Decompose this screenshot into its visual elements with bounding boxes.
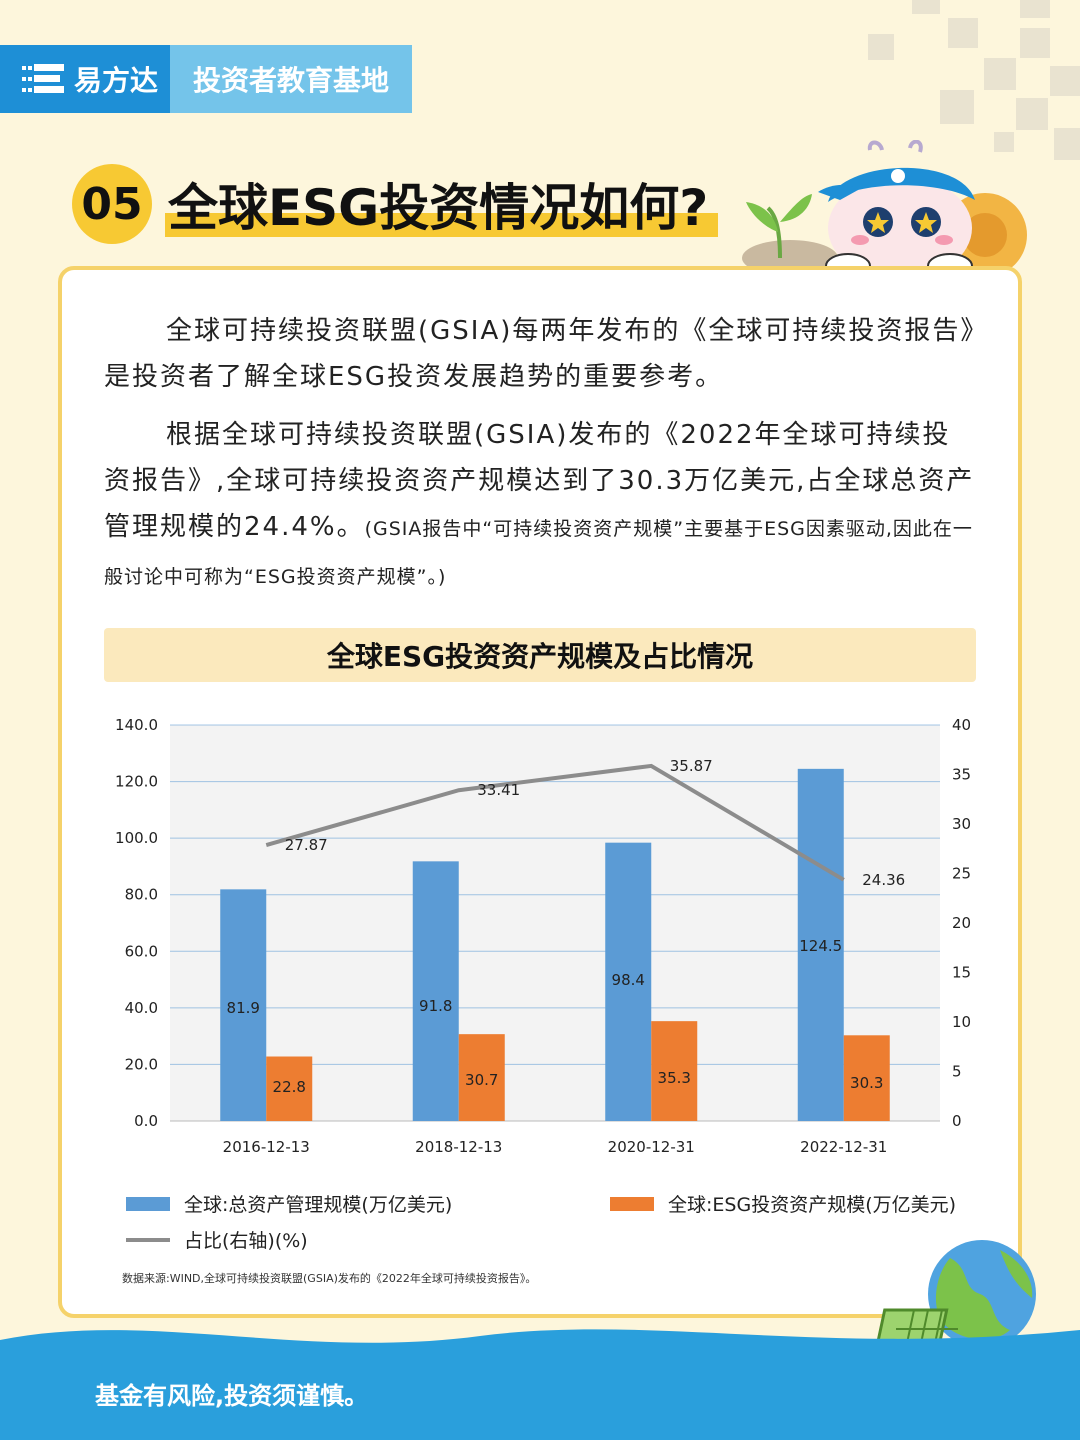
y-left-tick-label: 20.0 — [125, 1055, 158, 1073]
bar-esg — [651, 1021, 698, 1121]
bar-esg — [266, 1056, 313, 1121]
bar-esg-value-label: 35.3 — [658, 1069, 691, 1087]
bar-esg-value-label: 22.8 — [273, 1078, 306, 1096]
bar-esg-value-label: 30.7 — [465, 1071, 498, 1089]
bar-total — [220, 889, 267, 1121]
intro-paragraph: 全球可持续投资联盟(GSIA)每两年发布的《全球可持续投资报告》是投资者了解全球… — [104, 316, 976, 392]
legend-label-esg: 全球:ESG投资资产规模(万亿美元) — [668, 1194, 957, 1216]
y-left-tick-label: 0.0 — [134, 1112, 158, 1130]
globe-solar-illustration — [874, 1240, 1036, 1364]
question-number: 05 — [72, 164, 152, 244]
bar-total — [797, 768, 844, 1121]
legend-label-ratio: 占比(右轴)(%) — [184, 1230, 308, 1252]
legend-item-total: 全球:总资产管理规模(万亿美元) — [126, 1190, 452, 1217]
bar-total-value-label: 81.9 — [227, 999, 260, 1017]
page-title: 全球ESG投资情况如何? — [168, 179, 709, 237]
data-paragraph: 根据全球可持续投资联盟(GSIA)发布的《2022年全球可持续投资报告》,全球可… — [104, 412, 978, 600]
bar-total — [412, 861, 459, 1121]
ratio-point-label: 35.87 — [670, 757, 713, 775]
y-right-tick-label: 35 — [952, 766, 971, 784]
y-left-tick-label: 120.0 — [115, 773, 158, 791]
x-tick-label: 2018-12-13 — [415, 1138, 502, 1156]
x-tick-label: 2016-12-13 — [223, 1138, 310, 1156]
x-tick-label: 2020-12-31 — [608, 1138, 695, 1156]
legend-swatch-blue — [126, 1196, 170, 1211]
legend-swatch-orange — [610, 1196, 654, 1211]
legend-item-ratio: 占比(右轴)(%) — [126, 1226, 308, 1253]
risk-disclaimer: 基金有风险,投资须谨慎。 — [95, 1382, 369, 1410]
title-highlight — [165, 213, 718, 237]
y-right-tick-label: 15 — [952, 964, 971, 982]
y-right-tick-label: 20 — [952, 914, 971, 932]
bar-esg — [458, 1034, 505, 1121]
bar-total-value-label: 91.8 — [419, 997, 452, 1015]
data-paragraph-main: 根据全球可持续投资联盟(GSIA)发布的《2022年全球可持续投资报告》,全球可… — [104, 420, 975, 542]
x-tick-label: 2022-12-31 — [800, 1138, 887, 1156]
y-left-tick-label: 40.0 — [125, 999, 158, 1017]
y-right-tick-label: 10 — [952, 1013, 971, 1031]
legend-label-total: 全球:总资产管理规模(万亿美元) — [184, 1194, 453, 1216]
bar-esg — [843, 1035, 890, 1121]
y-right-tick-label: 0 — [952, 1112, 962, 1130]
bottom-wave — [0, 1329, 1080, 1440]
legend-item-esg: 全球:ESG投资资产规模(万亿美元) — [610, 1190, 956, 1217]
mascot-illustration — [742, 140, 1027, 280]
ratio-line — [265, 763, 845, 882]
ratio-point-label: 27.87 — [285, 836, 328, 854]
y-right-tick-label: 30 — [952, 815, 971, 833]
y-left-tick-label: 140.0 — [115, 716, 158, 734]
section-label: 投资者教育基地 — [170, 45, 412, 113]
bar-esg-value-label: 30.3 — [850, 1074, 883, 1092]
brand-logo[interactable]: 易方达 — [0, 45, 170, 113]
bar-total — [605, 842, 652, 1121]
y-right-tick-label: 25 — [952, 865, 971, 883]
y-left-tick-label: 100.0 — [115, 829, 158, 847]
data-source: 数据来源:WIND,全球可持续投资联盟(GSIA)发布的《2022年全球可持续投… — [122, 1272, 537, 1285]
combo-chart: 0.0 20.0 40.0 60.0 80.0 100.0 120.0 140.0 0 5 10 15… — [115, 716, 971, 1156]
chart-title: 全球ESG投资资产规模及占比情况 — [104, 628, 976, 682]
bar-total-value-label: 124.5 — [799, 937, 842, 955]
bar-total-value-label: 98.4 — [612, 971, 645, 989]
y-right-tick-label: 5 — [952, 1063, 962, 1081]
brand-e-icon — [22, 64, 64, 93]
brand-name: 易方达 — [74, 64, 159, 97]
y-right-tick-label: 40 — [952, 716, 971, 734]
y-left-tick-label: 80.0 — [125, 886, 158, 904]
ratio-point-label: 33.41 — [477, 781, 520, 799]
y-left-tick-label: 60.0 — [125, 942, 158, 960]
ratio-point-label: 24.36 — [862, 871, 905, 889]
data-paragraph-note: (GSIA报告中“可持续投资资产规模”主要基于ESG因素驱动,因此在一般讨论中可… — [104, 518, 973, 588]
header-bar: 易方达 投资者教育基地 — [0, 45, 412, 113]
legend-swatch-gray-line — [126, 1237, 170, 1242]
